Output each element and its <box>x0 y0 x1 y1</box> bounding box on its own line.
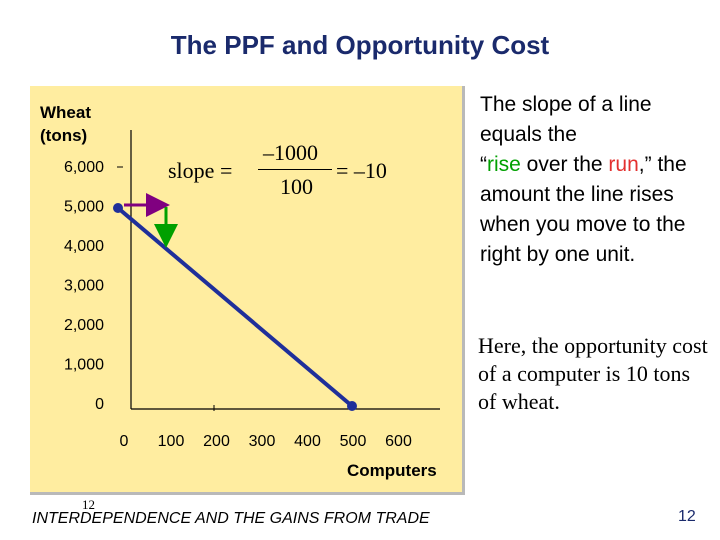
opportunity-cost-text: Here, the opportunity cost of a computer… <box>478 333 708 414</box>
slope-explanation-line3: the amount the line rises when you move … <box>480 153 687 266</box>
y-tick-label: 5,000 <box>64 199 104 216</box>
slope-numerator: –1000 <box>263 140 318 165</box>
y-tick-label: 3,000 <box>64 278 104 295</box>
ppf-point <box>113 203 123 213</box>
footer-text: INTERDEPENDENCE AND THE GAINS FROM TRADE <box>32 510 430 527</box>
x-tick-label: 200 <box>203 433 230 450</box>
x-tick-label: 300 <box>249 433 276 450</box>
y-tick-label: 2,000 <box>64 317 104 334</box>
x-tick-label: 0 <box>120 433 129 450</box>
y-axis-label: Wheat (tons) <box>40 103 91 145</box>
slope-explanation: The slope of a line equals the “rise ove… <box>480 90 705 270</box>
quote-open: “ <box>480 153 487 176</box>
y-tick-label: 4,000 <box>64 238 104 255</box>
chart-panel <box>30 86 465 495</box>
run-word: run <box>608 153 639 176</box>
quote-close: ,” <box>638 153 652 176</box>
fraction-bar <box>258 169 332 170</box>
x-tick-label: 500 <box>340 433 367 450</box>
rise-word: rise <box>487 153 521 176</box>
slope-denominator: 100 <box>280 174 313 199</box>
x-tick-label: 400 <box>294 433 321 450</box>
page-title: The PPF and Opportunity Cost <box>170 30 550 60</box>
page-number: 12 <box>678 508 696 525</box>
y-tick-label: 0 <box>95 396 104 413</box>
over-the-text: over the <box>520 153 609 176</box>
ppf-line <box>116 206 354 408</box>
x-tick-label: 600 <box>385 433 412 450</box>
slope-label: slope = <box>168 158 233 183</box>
y-tick-label: 6,000 <box>64 159 104 176</box>
x-tick-label: 100 <box>158 433 185 450</box>
ppf-point <box>347 401 357 411</box>
footer-small-number: 12 <box>82 497 95 512</box>
slope-explanation-line1: The slope of a line equals the <box>480 93 652 146</box>
x-axis-label: Computers <box>347 461 437 480</box>
slope-result: = –10 <box>336 158 387 183</box>
y-tick-label: 1,000 <box>64 357 104 374</box>
